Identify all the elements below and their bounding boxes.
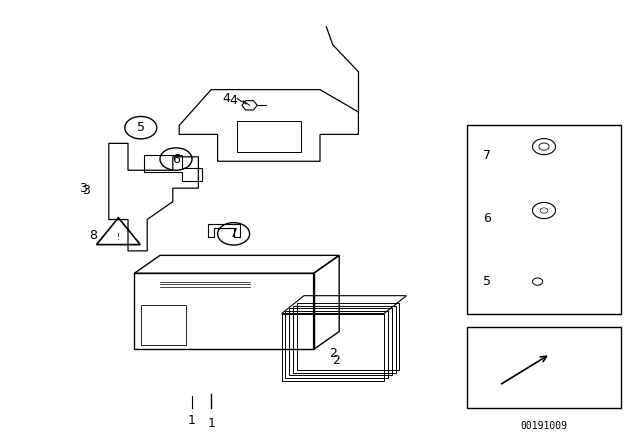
FancyBboxPatch shape [467,125,621,314]
Text: !: ! [116,233,120,242]
Text: 7: 7 [230,227,237,241]
Text: 3: 3 [83,184,90,197]
Text: 3: 3 [79,181,87,195]
Text: 4: 4 [230,94,237,108]
Text: 6: 6 [483,212,491,225]
Text: 2: 2 [329,347,337,361]
Text: 4: 4 [223,92,230,105]
Text: 8: 8 [89,228,97,242]
Text: 1: 1 [188,414,196,427]
Text: 1: 1 [207,417,215,430]
Text: 00191009: 00191009 [520,421,568,431]
Text: 5: 5 [137,121,145,134]
Text: 2: 2 [332,354,340,367]
Text: 5: 5 [483,275,492,288]
FancyBboxPatch shape [467,327,621,408]
Text: 6: 6 [172,152,180,166]
Text: 7: 7 [483,149,492,162]
